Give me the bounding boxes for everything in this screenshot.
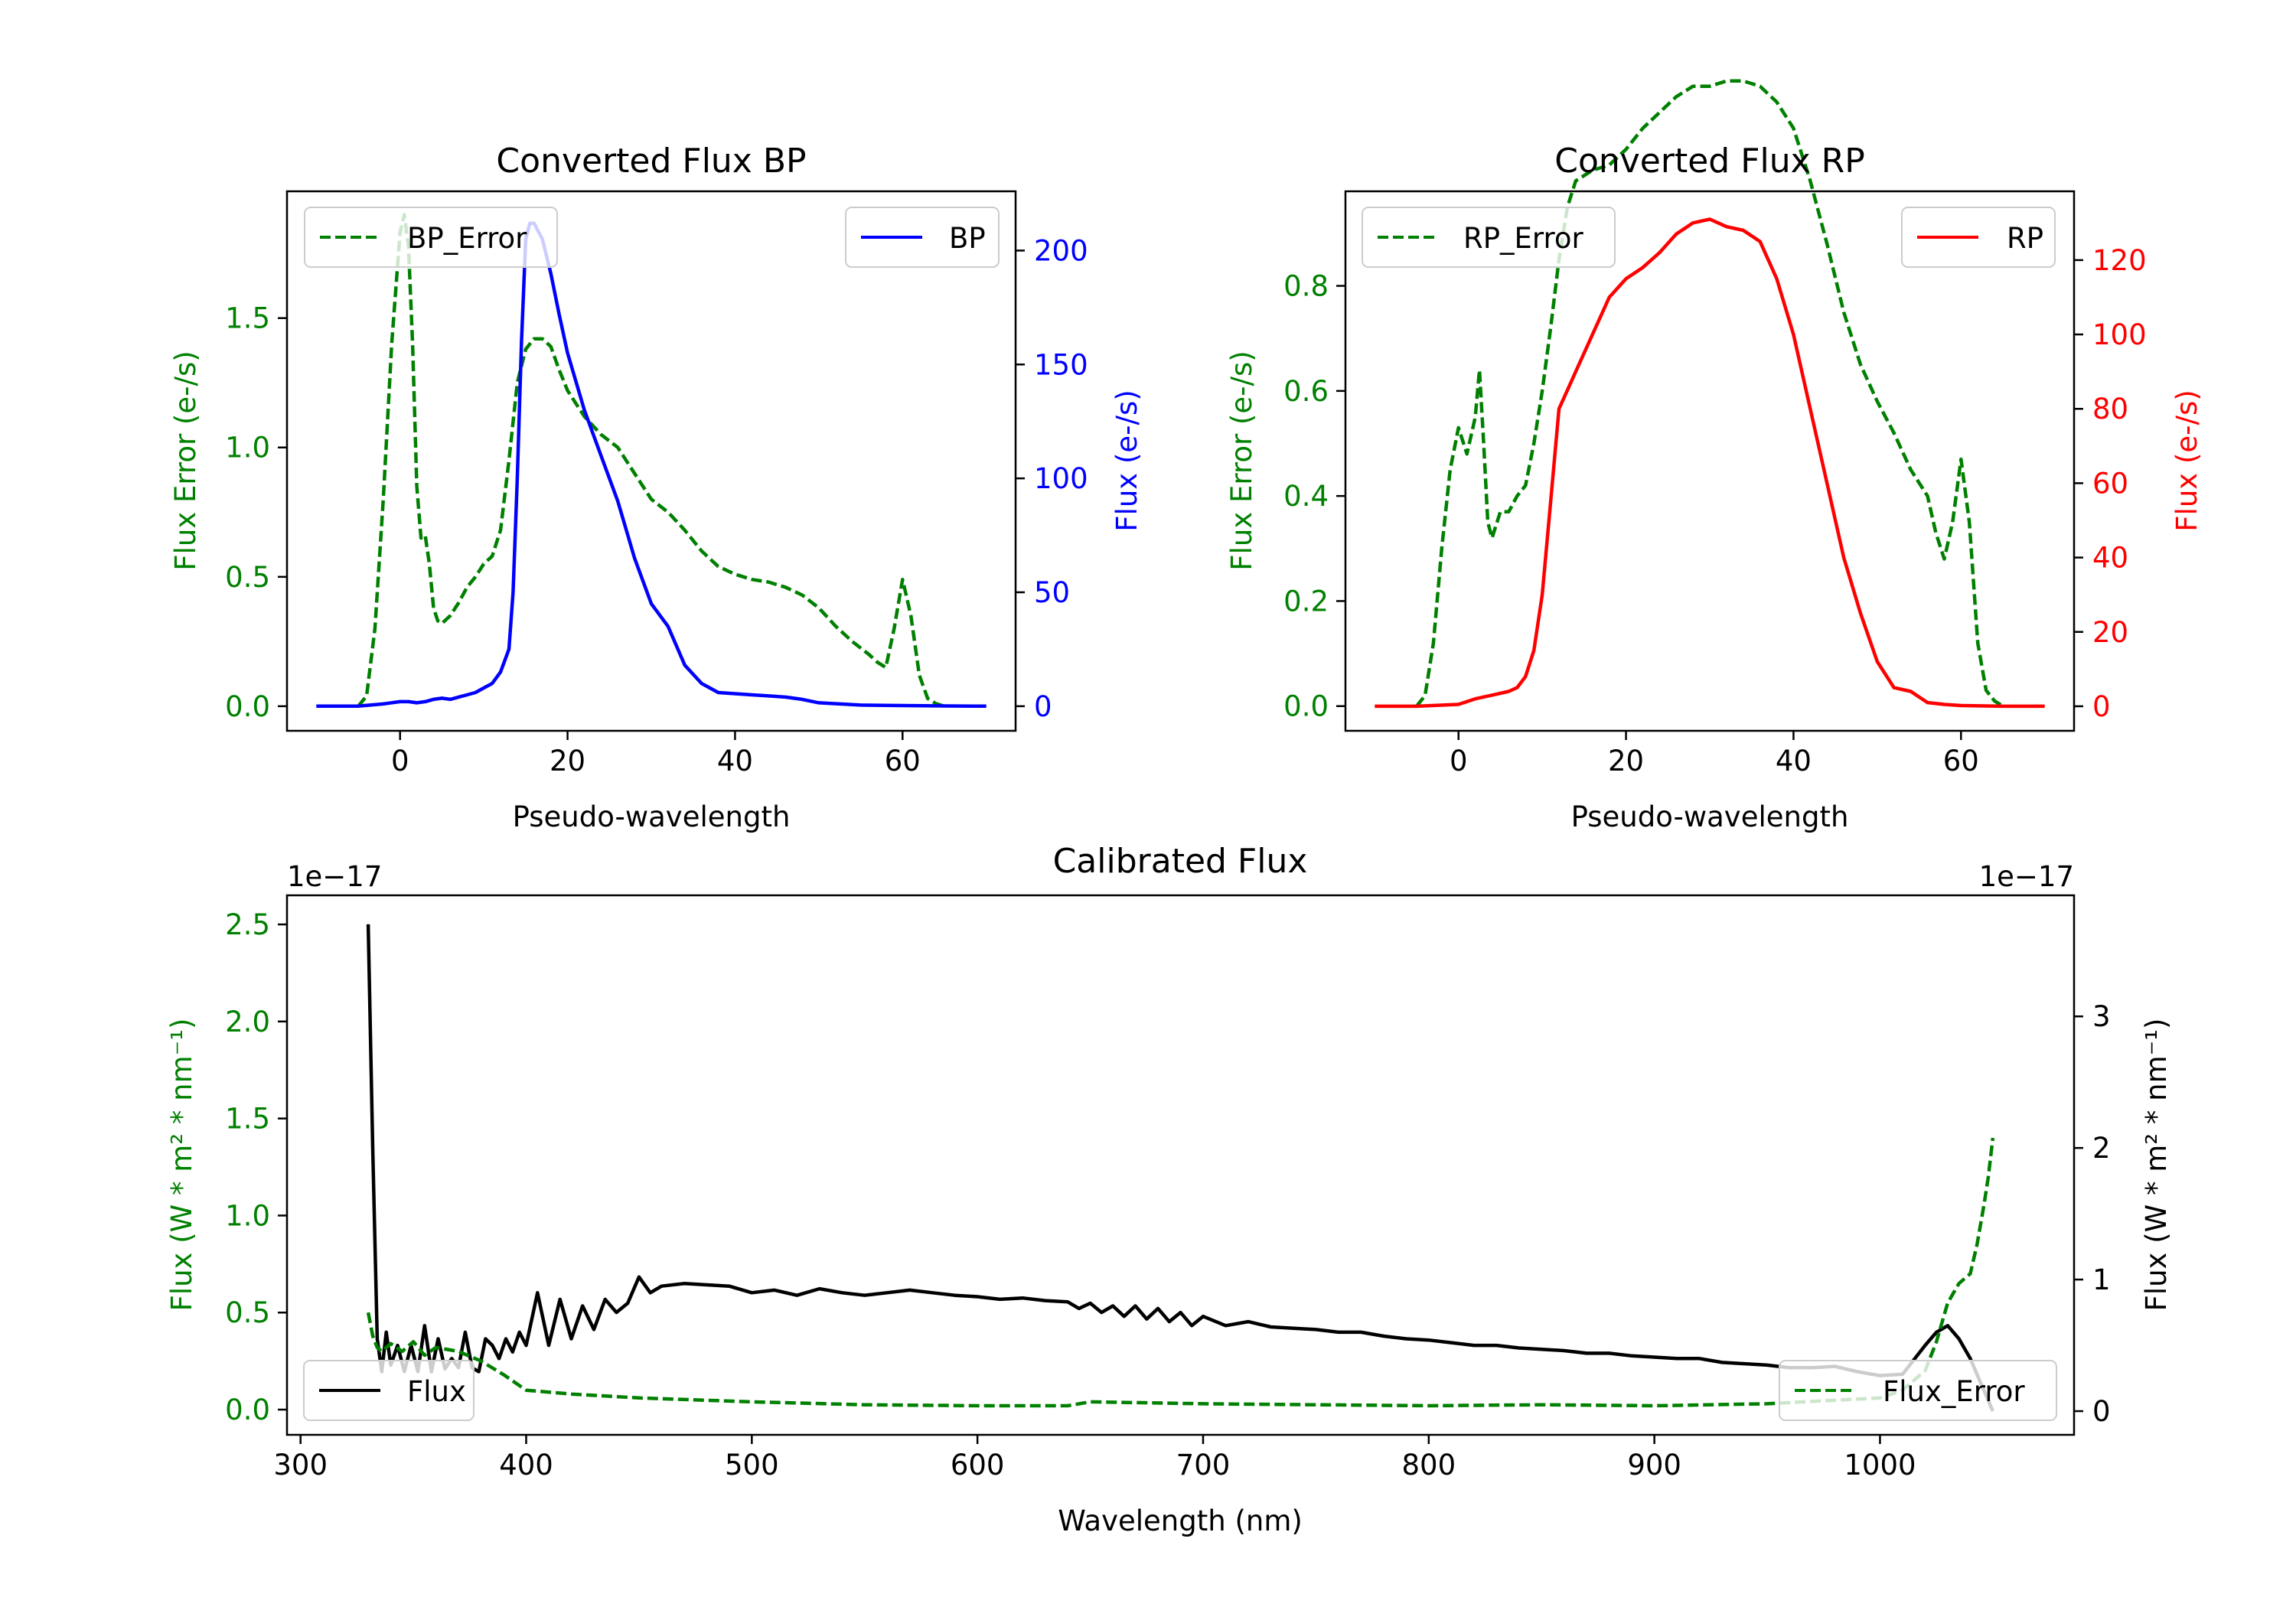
rp-ytick-right-label: 0 [2092, 690, 2111, 723]
rp-xtick-label: 20 [1608, 745, 1644, 777]
bp-ytick-right-label: 50 [1034, 576, 1070, 609]
calibrated-xtick-label: 300 [273, 1449, 328, 1482]
rp-xtick-label: 60 [1943, 745, 1979, 777]
rp-yticks-right: 0 20 40 60 80 100 120 [2074, 244, 2147, 723]
bp-yticks-left: 0.0 0.5 1.0 1.5 [225, 302, 287, 723]
rp-legend-rp[interactable]: RP [1901, 207, 2056, 268]
rp-ytick-right-label: 40 [2092, 542, 2128, 575]
rp-ytick-right-label: 100 [2092, 318, 2147, 351]
calibrated-ytick-left-label: 2.5 [225, 908, 270, 941]
bp-ytick-right-label: 0 [1034, 690, 1052, 723]
calibrated-xtick-label: 900 [1627, 1449, 1681, 1482]
calibrated-legend-flux[interactable]: Flux [303, 1360, 475, 1421]
bp-xtick-label: 20 [550, 745, 585, 777]
calibrated-series-layer [366, 924, 1995, 1412]
rp-ytick-left-label: 0.6 [1283, 375, 1329, 408]
rp-xtick-label: 40 [1776, 745, 1812, 777]
calibrated-ytick-left-label: 1.5 [225, 1103, 270, 1136]
bp-yticks-right: 0 50 100 150 200 [1016, 234, 1088, 723]
bp-xticks: 0 20 40 60 [391, 731, 921, 777]
bp-series-layer [316, 213, 987, 709]
calibrated-series-flux [366, 924, 1994, 1412]
rp-series-rp [1375, 217, 2045, 709]
bp-ylabel-left: Flux Error (e-/s) [169, 350, 202, 570]
calibrated-ytick-left-label: 2.0 [225, 1006, 270, 1038]
bp-ytick-left-label: 0.0 [225, 690, 270, 723]
bp-title: Converted Flux BP [496, 142, 806, 181]
rp-ytick-right-label: 60 [2092, 467, 2128, 500]
calibrated-ytick-right-label: 3 [2092, 1000, 2111, 1033]
rp-ytick-left-label: 0.8 [1283, 270, 1329, 303]
bp-legend-bp[interactable]: BP [845, 207, 1000, 268]
calibrated-series-flux-error [366, 1137, 1995, 1408]
panel-rp: 0 20 40 60 0.00.20.40.60.8 020406080100120 … [1225, 79, 2203, 833]
calibrated-xlabel: Wavelength (nm) [1058, 1504, 1303, 1537]
calibrated-legend-error[interactable]: Flux_Error [1779, 1360, 2057, 1421]
rp-ytick-right-label: 80 [2092, 393, 2128, 425]
calibrated-xtick-label: 1000 [1844, 1449, 1916, 1482]
bp-ytick-left-label: 1.5 [225, 302, 270, 335]
calibrated-offset-left: 1e−17 [287, 860, 382, 893]
rp-xticks: 0 20 40 60 [1450, 731, 1979, 777]
bp-xlabel: Pseudo-wavelength [513, 800, 791, 833]
calibrated-ytick-left-label: 0.5 [225, 1296, 270, 1329]
rp-xlabel: Pseudo-wavelength [1571, 800, 1849, 833]
bp-xtick-label: 0 [391, 745, 409, 777]
bp-axes-frame [285, 190, 1017, 732]
calibrated-ytick-right-label: 0 [2092, 1395, 2111, 1428]
calibrated-xtick-label: 500 [725, 1449, 779, 1482]
rp-ytick-right-label: 120 [2092, 244, 2147, 277]
calibrated-ylabel-left: Flux (W * m² * nm⁻¹) [165, 1019, 198, 1312]
rp-legend-rp-label: RP [2007, 222, 2043, 255]
calibrated-title: Calibrated Flux [1053, 842, 1308, 881]
calibrated-offset-right: 1e−17 [1979, 860, 2074, 893]
bp-xtick-label: 40 [717, 745, 753, 777]
rp-ylabel-right: Flux (e-/s) [2170, 390, 2203, 531]
calibrated-axes-frame [285, 894, 2076, 1436]
rp-series-rp-error [1415, 79, 2004, 708]
calibrated-xtick-label: 800 [1401, 1449, 1456, 1482]
bp-ytick-right-label: 200 [1034, 234, 1088, 267]
bp-series-bp-error [357, 213, 945, 709]
calibrated-ytick-left-label: 1.0 [225, 1199, 270, 1232]
rp-legend-error-label: RP_Error [1463, 222, 1583, 255]
rp-ytick-left-label: 0.0 [1283, 690, 1329, 723]
calibrated-yticks-right: 0 1 2 3 [2074, 1000, 2111, 1428]
calibrated-legend-flux-label: Flux [407, 1375, 466, 1408]
bp-legend-bp-label: BP [949, 222, 986, 255]
bp-ytick-right-label: 100 [1034, 462, 1088, 495]
bp-legend-error[interactable]: BP_Error [304, 207, 558, 268]
bp-ylabel-right: Flux (e-/s) [1110, 390, 1143, 531]
bp-series-bp [316, 221, 987, 709]
rp-ytick-right-label: 20 [2092, 616, 2128, 649]
rp-axes-frame [1344, 190, 2076, 732]
calibrated-xtick-label: 700 [1176, 1449, 1231, 1482]
calibrated-xtick-label: 400 [499, 1449, 553, 1482]
bp-ytick-left-label: 0.5 [225, 561, 270, 594]
bp-ytick-left-label: 1.0 [225, 432, 270, 464]
rp-ylabel-left: Flux Error (e-/s) [1225, 350, 1258, 570]
calibrated-ytick-left-label: 0.0 [225, 1393, 270, 1426]
rp-ytick-left-label: 0.2 [1283, 585, 1329, 618]
calibrated-xtick-label: 600 [951, 1449, 1005, 1482]
panel-bp: 0 20 40 60 0.0 0.5 1.0 1.5 0 50 100 150 200 Conver… [169, 142, 1143, 833]
rp-title: Converted Flux RP [1554, 142, 1865, 181]
rp-series-layer [1375, 79, 2045, 709]
bp-legend-error-label: BP_Error [407, 222, 527, 255]
rp-xtick-label: 0 [1450, 745, 1468, 777]
bp-ytick-right-label: 150 [1034, 348, 1088, 381]
calibrated-ylabel-right: Flux (W * m² * nm⁻¹) [2140, 1019, 2173, 1312]
calibrated-ytick-right-label: 2 [2092, 1132, 2111, 1165]
rp-yticks-left: 0.0 0.2 0.4 0.6 0.8 [1283, 270, 1345, 723]
calibrated-yticks-left: 0.0 0.5 1.0 1.5 2.0 2.5 [225, 908, 287, 1426]
panel-calibrated: 300 400 500 600 700 800 900 1000 0.0 0.5 1.0 1.5 2.… [165, 842, 2173, 1537]
calibrated-ytick-right-label: 1 [2092, 1263, 2111, 1296]
bp-xtick-label: 60 [885, 745, 921, 777]
rp-legend-error[interactable]: RP_Error [1362, 207, 1616, 268]
calibrated-legend-error-label: Flux_Error [1883, 1375, 2025, 1408]
calibrated-xticks: 300 400 500 600 700 800 900 1000 [273, 1435, 1916, 1482]
rp-ytick-left-label: 0.4 [1283, 480, 1329, 513]
